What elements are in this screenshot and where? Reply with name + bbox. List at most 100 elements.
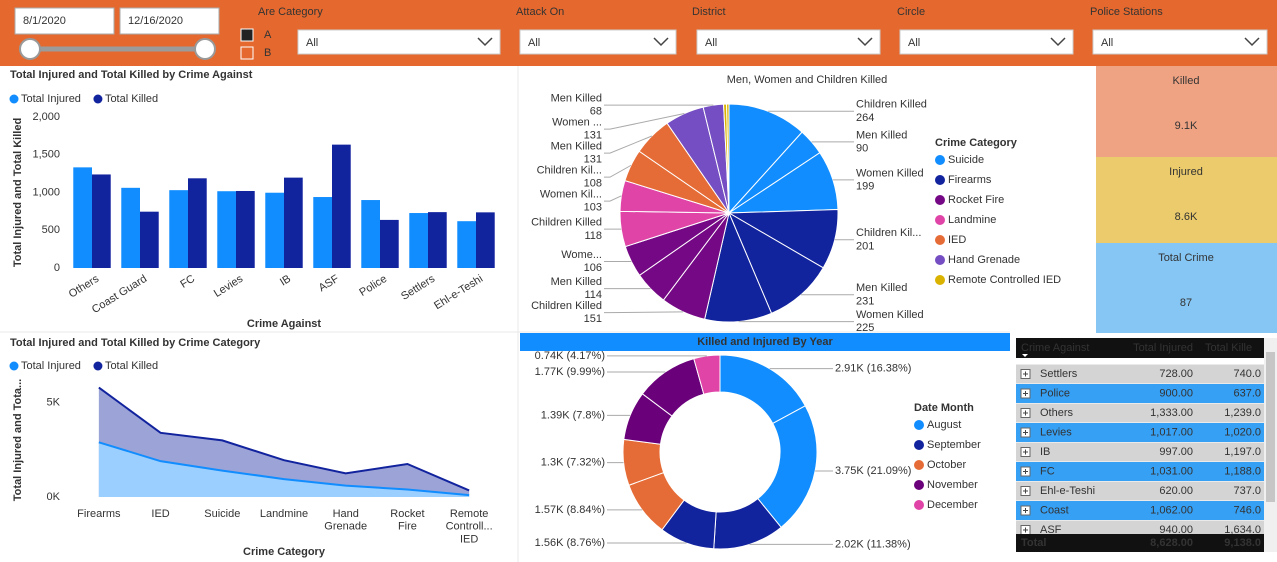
legend-swatch bbox=[914, 480, 924, 490]
label-line: Men Killed bbox=[551, 140, 602, 152]
table-cell: Settlers bbox=[1040, 368, 1078, 380]
label-line: Children Kil... bbox=[537, 164, 602, 176]
table-cell: 1,634.0 bbox=[1224, 524, 1261, 536]
total-cell: Total bbox=[1021, 537, 1046, 549]
label-line: Men Killed bbox=[551, 92, 602, 104]
legend-label: Total Killed bbox=[105, 93, 158, 105]
data-label: 2.91K (16.38%) bbox=[835, 363, 911, 375]
label-line: IED bbox=[460, 533, 478, 545]
y-tick-label: 2,000 bbox=[32, 111, 60, 123]
table-row[interactable] bbox=[1016, 403, 1264, 423]
legend-label: December bbox=[927, 499, 978, 511]
dropdown[interactable] bbox=[1092, 29, 1268, 55]
date-input[interactable] bbox=[14, 7, 115, 35]
table-row[interactable] bbox=[1016, 501, 1264, 520]
legend-swatch bbox=[93, 361, 103, 371]
checkbox[interactable] bbox=[240, 28, 254, 42]
x-tick-label: Rocket Fire bbox=[390, 508, 424, 533]
data-label: Wome... 106 bbox=[561, 249, 602, 274]
dropdown-value: All bbox=[908, 37, 920, 49]
label-line: 106 bbox=[584, 262, 602, 274]
bar bbox=[457, 221, 476, 268]
bar bbox=[332, 144, 351, 268]
dropdown-chevron bbox=[1050, 37, 1066, 47]
x-tick-label: Firearms bbox=[77, 508, 121, 520]
dropdown[interactable] bbox=[297, 29, 501, 55]
label-line: 151 bbox=[584, 313, 602, 325]
expand-plus bbox=[1023, 391, 1028, 396]
bar bbox=[169, 190, 188, 268]
legend-label: IED bbox=[948, 234, 966, 246]
data-label: Men Killed 231 bbox=[856, 282, 907, 307]
total-cell: 9,138.0 bbox=[1224, 537, 1261, 549]
y-tick-label: 0K bbox=[47, 491, 61, 503]
slider-handle[interactable] bbox=[19, 38, 41, 60]
legend-label: Remote Controlled IED bbox=[948, 274, 1061, 286]
leader-line bbox=[604, 311, 684, 314]
slider-handle[interactable] bbox=[194, 38, 216, 60]
expand-plus bbox=[1023, 469, 1028, 474]
checkbox[interactable] bbox=[240, 46, 254, 60]
y-tick-label: 1,500 bbox=[32, 149, 60, 161]
area-line bbox=[98, 441, 470, 497]
table-cell: 940.00 bbox=[1159, 524, 1193, 536]
date-input[interactable] bbox=[119, 7, 220, 35]
x-tick-label: Settlers bbox=[399, 273, 437, 303]
legend-swatch bbox=[9, 94, 19, 104]
dropdown[interactable] bbox=[519, 29, 677, 55]
table-row[interactable] bbox=[1016, 481, 1264, 501]
kpi-label: Killed bbox=[1173, 75, 1200, 87]
table-cell: Coast bbox=[1040, 504, 1069, 516]
bar bbox=[217, 191, 236, 268]
table-cell: 1,031.00 bbox=[1150, 465, 1193, 477]
leader-line bbox=[604, 195, 622, 202]
table-cell: 1,333.00 bbox=[1150, 407, 1193, 419]
data-label: 0.74K (4.17%) bbox=[535, 350, 605, 362]
column-header: Total Injured bbox=[1133, 342, 1193, 354]
chart-title: Men, Women and Children Killed bbox=[727, 74, 888, 86]
label-line: Women Kil... bbox=[540, 188, 602, 200]
x-tick-label: Landmine bbox=[260, 508, 308, 520]
data-label: 1.56K (8.76%) bbox=[535, 537, 605, 549]
bar bbox=[121, 187, 140, 268]
legend-swatch bbox=[935, 235, 945, 245]
x-tick-label: Police bbox=[357, 273, 389, 299]
kpi-value: 87 bbox=[1180, 297, 1192, 309]
data-label: 1.3K (7.32%) bbox=[541, 457, 605, 469]
table-row[interactable] bbox=[1016, 442, 1264, 462]
dropdown[interactable] bbox=[899, 29, 1074, 55]
y-tick-label: 5K bbox=[47, 397, 61, 409]
table-cell: 737.0 bbox=[1233, 485, 1261, 497]
slicer-title: Circle bbox=[897, 6, 925, 18]
legend-swatch bbox=[935, 215, 945, 225]
data-label: Children Killed 118 bbox=[531, 216, 602, 241]
legend-label: Landmine bbox=[948, 214, 996, 226]
table-cell: 620.00 bbox=[1159, 485, 1193, 497]
x-axis-title: Crime Against bbox=[247, 318, 322, 330]
dropdown-value: All bbox=[1101, 37, 1113, 49]
scroll-thumb[interactable] bbox=[1266, 352, 1275, 502]
label-line: Men Killed bbox=[551, 276, 602, 288]
table-cell: 1,017.00 bbox=[1150, 426, 1193, 438]
legend-swatch bbox=[914, 440, 924, 450]
table-row[interactable] bbox=[1016, 384, 1264, 403]
table-cell: 746.0 bbox=[1233, 504, 1261, 516]
data-label: 1.39K (7.8%) bbox=[541, 409, 605, 421]
dropdown[interactable] bbox=[696, 29, 881, 55]
table-row[interactable] bbox=[1016, 462, 1264, 481]
label-line: 264 bbox=[856, 112, 874, 124]
table-row[interactable] bbox=[1016, 364, 1264, 384]
table-cell: 740.0 bbox=[1233, 368, 1261, 380]
table-row[interactable] bbox=[1016, 423, 1264, 442]
data-label: 1.57K (8.84%) bbox=[535, 504, 605, 516]
label-line: Women ... bbox=[552, 116, 602, 128]
label-line: 199 bbox=[856, 180, 874, 192]
label-line: Children Kil... bbox=[856, 227, 921, 239]
x-tick-label: FC bbox=[178, 273, 197, 291]
label-line: Controll... bbox=[446, 521, 493, 533]
table-cell: 1,188.0 bbox=[1224, 465, 1261, 477]
area-fill bbox=[98, 442, 470, 497]
dropdown-value: All bbox=[306, 37, 318, 49]
legend-swatch bbox=[93, 94, 103, 104]
